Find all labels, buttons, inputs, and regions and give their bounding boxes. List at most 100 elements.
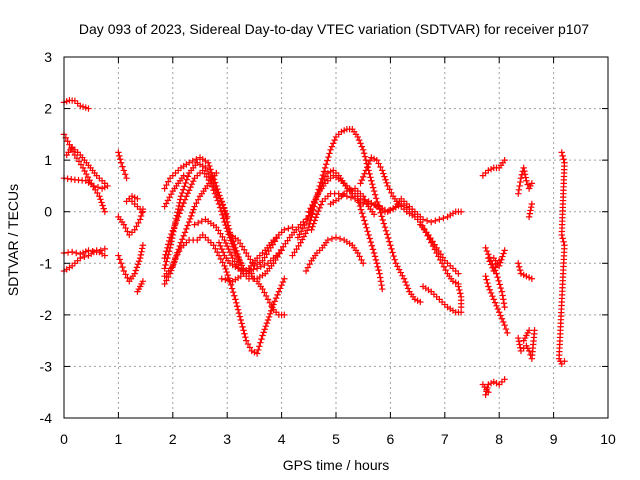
chart-title: Day 093 of 2023, Sidereal Day-to-day VTE… (79, 21, 589, 37)
data-point (213, 223, 220, 231)
data-point (247, 256, 254, 263)
y-tick-label: -4 (40, 410, 53, 426)
data-point (219, 259, 226, 266)
data-point (163, 248, 170, 255)
data-point (483, 276, 490, 283)
x-tick-label: 7 (441, 431, 449, 447)
data-point (94, 189, 101, 197)
data-point (135, 258, 143, 265)
data-point (243, 337, 250, 344)
data-point (313, 211, 321, 218)
data-point (219, 233, 226, 241)
data-point (357, 206, 365, 213)
data-point (227, 281, 235, 289)
data-point (223, 225, 230, 232)
data-point (482, 272, 489, 280)
data-point (500, 318, 507, 326)
data-point (122, 224, 129, 232)
data-point (316, 204, 323, 212)
data-point (232, 296, 239, 303)
data-point (527, 207, 534, 214)
data-point (99, 202, 106, 209)
data-point (203, 173, 210, 181)
data-point (241, 330, 248, 337)
data-point (436, 216, 443, 223)
data-point (165, 273, 172, 281)
data-point (207, 166, 214, 173)
data-point (189, 157, 196, 165)
x-tick-label: 4 (278, 431, 286, 447)
data-point (170, 223, 178, 231)
data-point (520, 164, 527, 172)
data-point (238, 266, 246, 273)
data-point (161, 280, 168, 288)
data-point (403, 282, 410, 289)
data-point (379, 167, 386, 174)
data-point (180, 172, 187, 179)
data-point (308, 226, 315, 233)
data-point (374, 263, 381, 270)
data-point (319, 171, 327, 179)
data-point (176, 210, 183, 217)
data-point (226, 248, 234, 256)
data-point (235, 309, 243, 317)
data-point (255, 346, 262, 354)
x-tick-label: 0 (60, 431, 68, 447)
data-point (281, 311, 288, 319)
data-point (501, 247, 508, 254)
data-point (75, 158, 83, 165)
data-point (365, 231, 372, 239)
data-point (73, 249, 80, 257)
data-point (380, 220, 388, 227)
data-point (215, 227, 222, 234)
data-point (217, 255, 225, 263)
data-point (315, 207, 322, 215)
data-point (180, 199, 187, 207)
data-point (371, 191, 379, 198)
data-point (206, 162, 213, 170)
data-point (136, 254, 144, 262)
data-point (119, 163, 126, 170)
data-point (175, 202, 183, 210)
data-point (266, 310, 274, 318)
data-point (371, 253, 379, 260)
data-point (165, 241, 172, 248)
data-point (312, 194, 320, 202)
data-point (433, 244, 440, 252)
data-point (402, 278, 409, 286)
series-track-3 (161, 154, 255, 288)
data-point (123, 174, 130, 182)
data-point (560, 156, 567, 163)
data-point (231, 292, 238, 299)
data-point (173, 217, 181, 224)
data-point (209, 183, 216, 190)
data-point (515, 186, 523, 193)
data-point (381, 173, 388, 180)
data-point (222, 221, 229, 229)
data-point (215, 200, 223, 208)
data-point (175, 213, 182, 221)
data-point (558, 231, 565, 239)
data-point (184, 173, 192, 180)
data-point (400, 275, 408, 282)
data-point (233, 299, 240, 307)
data-point (139, 242, 147, 249)
data-point (124, 274, 131, 282)
data-point (295, 242, 302, 250)
data-point (263, 251, 270, 258)
data-point (440, 214, 447, 222)
data-point (133, 223, 140, 230)
data-point (90, 182, 98, 190)
data-point (309, 223, 316, 230)
data-point (362, 156, 370, 164)
data-point (64, 138, 71, 145)
data-point (485, 283, 492, 290)
data-point (321, 176, 328, 184)
data-point (271, 298, 278, 305)
data-point (354, 249, 361, 257)
data-point (179, 236, 186, 243)
data-point (500, 296, 507, 303)
data-point (189, 209, 196, 216)
data-point (215, 252, 223, 259)
